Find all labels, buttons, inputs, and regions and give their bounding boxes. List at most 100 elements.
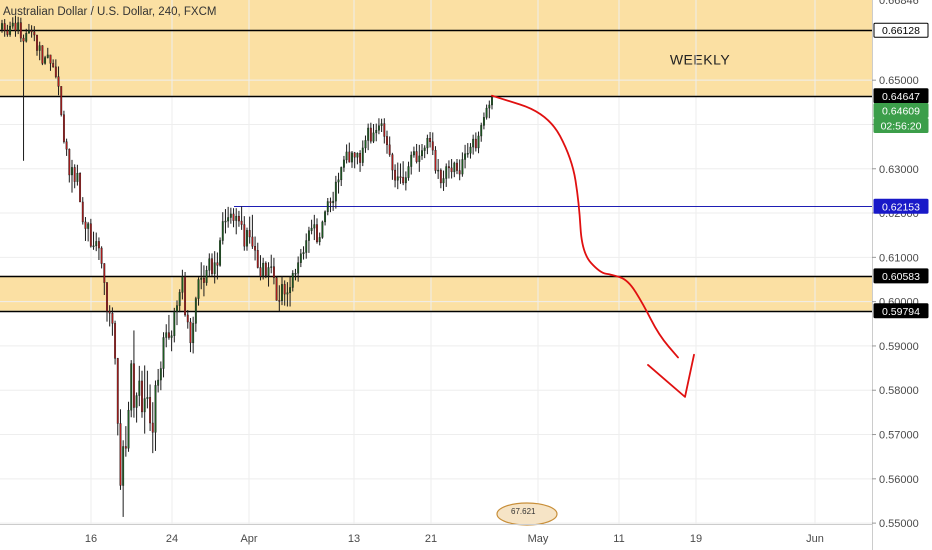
candle-body	[488, 104, 491, 109]
candle-body	[30, 30, 33, 33]
candle-body	[25, 33, 28, 42]
candle-158	[426, 134, 429, 155]
candle-body	[275, 277, 278, 301]
candle-body	[324, 211, 327, 223]
price-tag-0.60583: 0.60583	[873, 268, 929, 284]
candle-body	[321, 221, 324, 238]
candle-21	[57, 66, 60, 96]
candle-body	[461, 159, 464, 175]
candle-167	[450, 159, 453, 179]
candle-body	[159, 368, 162, 381]
candle-95	[256, 242, 259, 269]
projection-arrow	[491, 94, 695, 398]
candle-76	[205, 265, 208, 286]
candle-41	[111, 307, 114, 336]
candle-164	[442, 170, 445, 191]
candle-body	[237, 215, 240, 222]
x-tick-label: May	[528, 533, 549, 545]
candle-170	[458, 159, 461, 181]
price-tag-0.60583-bg	[873, 268, 929, 284]
candle-body	[157, 379, 160, 386]
candle-46	[124, 426, 127, 457]
y-tick-label: 0.61000	[879, 252, 919, 264]
candle-body	[464, 153, 467, 160]
candle-51	[138, 365, 141, 407]
candle-body	[76, 172, 79, 182]
candle-body	[41, 45, 44, 64]
candle-body	[36, 34, 38, 51]
candle-120	[324, 210, 327, 226]
candle-body	[485, 107, 488, 118]
candle-body	[232, 213, 235, 221]
candle-174	[469, 143, 472, 159]
price-tag-0.66128: 0.66128	[873, 22, 929, 38]
x-tick-label: 24	[166, 533, 178, 545]
candle-body	[453, 162, 456, 173]
current-price-tag: 0.64609	[873, 102, 929, 118]
candle-73	[197, 277, 200, 306]
candle-29	[79, 172, 82, 203]
candle-50	[135, 392, 138, 423]
candle-172	[464, 144, 467, 169]
candle-30	[81, 197, 84, 225]
candle-body	[262, 262, 265, 277]
candle-body	[146, 397, 149, 399]
x-tick-label: Apr	[240, 533, 257, 545]
candle-body	[211, 258, 213, 274]
projection-arrowhead	[647, 353, 695, 398]
y-tick-label: 0.57000	[879, 430, 919, 442]
candle-body	[49, 54, 52, 64]
candle-body	[127, 409, 130, 449]
candle-144	[388, 136, 391, 157]
x-tick-label: 11	[613, 533, 624, 545]
candle-60	[162, 332, 165, 378]
candle-body	[310, 227, 313, 231]
candle-52	[141, 370, 143, 418]
candle-body	[388, 144, 391, 155]
candle-body	[348, 151, 351, 163]
candle-body	[340, 167, 343, 181]
candle-body	[92, 245, 95, 248]
candle-136	[367, 123, 370, 151]
candle-body	[79, 172, 82, 203]
candle-160	[431, 132, 434, 156]
candle-body	[353, 152, 356, 158]
price-tag-0.59794: 0.59794	[873, 303, 929, 319]
candle-body	[251, 236, 254, 247]
candle-159	[429, 131, 432, 148]
candle-104	[281, 276, 283, 306]
candle-115	[310, 219, 313, 235]
candle-body	[62, 114, 65, 142]
candle-180	[485, 104, 488, 120]
candle-body	[434, 149, 437, 171]
x-tick-label: 21	[425, 533, 437, 545]
candle-body	[439, 169, 442, 184]
candle-body	[445, 166, 448, 179]
candle-body	[278, 300, 281, 302]
candle-body	[151, 422, 154, 433]
candle-body	[305, 240, 308, 253]
candle-80	[216, 252, 219, 280]
candle-body	[329, 201, 332, 204]
candle-173	[466, 143, 469, 158]
candle-body	[332, 200, 335, 204]
candle-56	[151, 402, 154, 454]
y-axis: 0.650000.640000.630000.620000.610000.600…	[872, 0, 929, 530]
candle-32	[87, 221, 90, 242]
candle-89	[240, 206, 243, 230]
candle-body	[68, 149, 71, 176]
candle-176	[474, 132, 477, 152]
candle-48	[130, 360, 133, 418]
candle-65	[176, 300, 178, 326]
candle-34	[92, 231, 95, 250]
candle-body	[256, 250, 259, 268]
price-tag-0.62153: 0.62153	[873, 198, 929, 214]
candle-79	[213, 251, 216, 284]
candle-body	[71, 167, 73, 176]
y-tick-label: 0.55000	[879, 518, 919, 530]
candle-body	[197, 279, 200, 299]
candle-body	[356, 153, 359, 158]
candle-182	[491, 95, 493, 110]
candle-14	[38, 41, 41, 61]
candle-37	[100, 246, 103, 269]
